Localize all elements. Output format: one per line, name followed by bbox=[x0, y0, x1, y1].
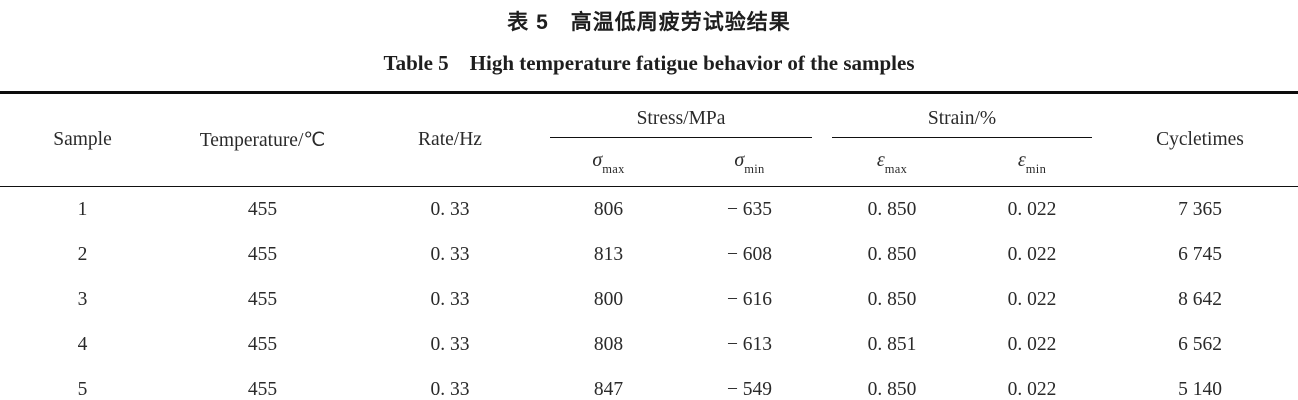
cell-strain-min: 0. 022 bbox=[1007, 378, 1057, 400]
cell-stress-max: 813 bbox=[593, 243, 624, 265]
cell-rate: 0. 33 bbox=[430, 243, 470, 265]
cell-strain-max: 0. 850 bbox=[867, 243, 917, 265]
cell-stress-min: − 549 bbox=[726, 378, 773, 400]
col-header-temperature: Temperature/℃ bbox=[165, 92, 360, 187]
subscript-max: max bbox=[602, 161, 625, 176]
cell-strain-min: 0. 022 bbox=[1007, 198, 1057, 220]
col-group-strain: Strain/% bbox=[822, 93, 1102, 138]
cell-temperature: 455 bbox=[247, 378, 278, 400]
table-title-english: Table 5 High temperature fatigue behavio… bbox=[383, 51, 915, 75]
cell-stress-min: − 613 bbox=[726, 333, 773, 355]
cell-stress-max: 847 bbox=[593, 378, 624, 400]
strain-group-label: Strain/% bbox=[832, 108, 1093, 138]
cell-sample: 5 bbox=[77, 378, 88, 400]
cell-stress-max: 806 bbox=[593, 198, 624, 220]
cell-strain-min: 0. 022 bbox=[1007, 333, 1057, 355]
col-group-stress: Stress/MPa bbox=[540, 93, 822, 138]
fatigue-results-table: Sample Temperature/℃ Rate/Hz Stress/MPa … bbox=[0, 91, 1298, 400]
cell-cycletimes: 8 642 bbox=[1178, 288, 1222, 310]
cell-temperature: 455 bbox=[247, 198, 278, 220]
cell-strain-max: 0. 850 bbox=[867, 198, 917, 220]
cell-cycletimes: 6 745 bbox=[1178, 243, 1222, 265]
cell-sample: 1 bbox=[77, 198, 88, 220]
cell-stress-min: − 616 bbox=[726, 288, 773, 310]
cell-rate: 0. 33 bbox=[430, 288, 470, 310]
table-row: 3 455 0. 33 800 − 616 0. 850 0. 022 8 64… bbox=[0, 277, 1298, 322]
cell-strain-min: 0. 022 bbox=[1007, 243, 1057, 265]
table-row: 5 455 0. 33 847 − 549 0. 850 0. 022 5 14… bbox=[0, 367, 1298, 400]
col-header-strain-max: εmax bbox=[822, 138, 963, 187]
cell-temperature: 455 bbox=[247, 243, 278, 265]
col-header-stress-max: σmax bbox=[540, 138, 677, 187]
cell-temperature: 455 bbox=[247, 333, 278, 355]
cell-strain-max: 0. 851 bbox=[867, 333, 917, 355]
cell-sample: 4 bbox=[77, 333, 88, 355]
cell-strain-max: 0. 850 bbox=[867, 378, 917, 400]
col-header-cycletimes: Cycletimes bbox=[1102, 92, 1298, 187]
cell-rate: 0. 33 bbox=[430, 333, 470, 355]
cell-cycletimes: 7 365 bbox=[1178, 198, 1222, 220]
stress-group-label: Stress/MPa bbox=[550, 108, 813, 138]
sigma-symbol: σ bbox=[734, 149, 745, 172]
cell-stress-min: − 635 bbox=[726, 198, 773, 220]
sigma-symbol: σ bbox=[592, 149, 603, 172]
table-title-chinese: 表 5 高温低周疲劳试验结果 bbox=[507, 11, 791, 34]
cell-temperature: 455 bbox=[247, 288, 278, 310]
cell-stress-min: − 608 bbox=[726, 243, 773, 265]
cell-stress-max: 800 bbox=[593, 288, 624, 310]
subscript-min: min bbox=[1025, 161, 1047, 176]
cell-sample: 3 bbox=[77, 288, 88, 310]
cell-stress-max: 808 bbox=[593, 333, 624, 355]
epsilon-symbol: ε bbox=[1017, 149, 1026, 172]
cell-rate: 0. 33 bbox=[430, 198, 470, 220]
table-row: 2 455 0. 33 813 − 608 0. 850 0. 022 6 74… bbox=[0, 232, 1298, 277]
subscript-min: min bbox=[744, 161, 765, 176]
col-header-rate: Rate/Hz bbox=[360, 92, 540, 187]
cell-strain-min: 0. 022 bbox=[1007, 288, 1057, 310]
col-header-stress-min: σmin bbox=[677, 138, 823, 187]
cell-cycletimes: 6 562 bbox=[1178, 333, 1222, 355]
table-row: 4 455 0. 33 808 − 613 0. 851 0. 022 6 56… bbox=[0, 322, 1298, 367]
subscript-max: max bbox=[884, 161, 908, 176]
cell-rate: 0. 33 bbox=[430, 378, 470, 400]
epsilon-symbol: ε bbox=[876, 149, 885, 172]
cell-strain-max: 0. 850 bbox=[867, 288, 917, 310]
cell-sample: 2 bbox=[77, 243, 88, 265]
col-header-sample: Sample bbox=[0, 92, 165, 187]
col-header-strain-min: εmin bbox=[962, 138, 1103, 187]
cell-cycletimes: 5 140 bbox=[1178, 378, 1222, 400]
table-row: 1 455 0. 33 806 − 635 0. 850 0. 022 7 36… bbox=[0, 187, 1298, 233]
